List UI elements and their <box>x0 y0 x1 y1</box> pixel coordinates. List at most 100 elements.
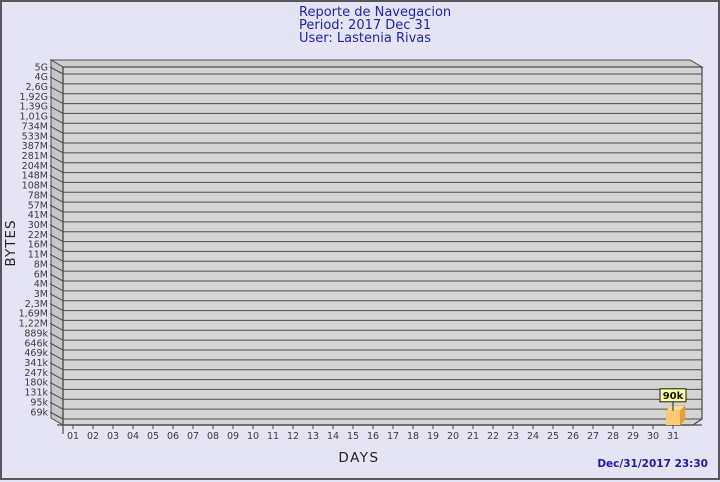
y-tick <box>49 273 64 282</box>
y-tick <box>49 194 64 203</box>
y-tick <box>49 352 64 361</box>
y-tick <box>49 155 64 164</box>
y-tick <box>49 303 64 312</box>
y-tick-label: 204M <box>22 161 48 172</box>
y-tick-label: 8M <box>34 259 48 270</box>
x-tick-label: 20 <box>447 431 459 442</box>
x-tick-label: 13 <box>307 431 319 442</box>
x-tick-label: 27 <box>587 431 599 442</box>
y-tick-label: 41M <box>28 210 48 221</box>
y-tick <box>49 312 64 321</box>
y-tick-label: 5G <box>35 62 48 73</box>
y-tick-label: 148M <box>22 171 48 182</box>
y-tick-label: 533M <box>22 131 48 142</box>
y-tick <box>49 135 64 144</box>
x-tick-label: 11 <box>267 431 279 442</box>
x-tick-label: 08 <box>207 431 219 442</box>
x-tick-label: 17 <box>387 431 399 442</box>
y-tick <box>49 411 64 420</box>
y-tick-label: 108M <box>22 181 48 192</box>
x-tick-label: 29 <box>627 431 639 442</box>
y-tick-label: 30M <box>28 220 48 231</box>
y-tick <box>49 204 64 213</box>
y-tick-label: 180k <box>24 378 48 389</box>
y-tick <box>49 96 64 105</box>
report-header: Reporte de Navegacion Period: 2017 Dec 3… <box>299 6 451 45</box>
y-tick <box>49 115 64 124</box>
report-period: Period: 2017 Dec 31 <box>299 18 432 33</box>
y-tick-label: 95k <box>30 397 48 408</box>
y-tick <box>49 401 64 410</box>
y-tick <box>49 253 64 262</box>
plot-front-face <box>62 66 703 426</box>
y-tick-label: 78M <box>28 190 48 201</box>
y-tick-label: 281M <box>22 151 48 162</box>
y-tick-label: 4M <box>34 279 48 290</box>
x-tick-label: 23 <box>507 431 519 442</box>
x-tick-label: 22 <box>487 431 499 442</box>
y-tick-label: 1,22M <box>19 319 48 330</box>
y-axis-title: BYTES <box>3 219 19 266</box>
y-tick-label: 387M <box>22 141 48 152</box>
y-tick <box>49 174 64 183</box>
y-tick <box>49 165 64 174</box>
y-tick <box>49 293 64 302</box>
x-tick-label: 26 <box>567 431 579 442</box>
x-tick-label: 31 <box>667 431 679 442</box>
x-tick-label: 02 <box>87 431 99 442</box>
y-tick-label: 1,92G <box>19 92 48 103</box>
x-tick-label: 25 <box>547 431 559 442</box>
y-tick-label: 889k <box>24 328 48 339</box>
x-tick-label: 15 <box>347 431 359 442</box>
x-tick-label: 05 <box>147 431 159 442</box>
y-tick <box>49 86 64 95</box>
x-tick-label: 07 <box>187 431 199 442</box>
y-tick-label: 2,3M <box>25 299 48 310</box>
y-tick <box>49 372 64 381</box>
y-tick <box>49 322 64 331</box>
y-tick <box>49 125 64 134</box>
x-tick-label: 10 <box>247 431 259 442</box>
y-tick <box>49 283 64 292</box>
y-tick-label: 16M <box>28 240 48 251</box>
y-tick <box>49 184 64 193</box>
y-tick <box>49 145 64 154</box>
x-tick-label: 24 <box>527 431 539 442</box>
bar <box>666 410 680 425</box>
y-tick <box>49 105 64 114</box>
y-tick <box>49 332 64 341</box>
report-title: Reporte de Navegacion <box>299 5 452 20</box>
generation-timestamp: Dec/31/2017 23:30 <box>597 458 708 470</box>
y-tick <box>49 342 64 351</box>
y-tick-label: 57M <box>28 200 48 211</box>
y-tick-label: 734M <box>22 121 48 132</box>
y-tick <box>49 391 64 400</box>
y-tick-label: 469k <box>24 348 48 359</box>
y-tick-label: 2,6G <box>26 82 48 93</box>
x-tick-label: 03 <box>107 431 119 442</box>
y-tick <box>49 234 64 243</box>
x-tick-label: 14 <box>327 431 339 442</box>
annotation-box <box>659 388 687 403</box>
y-tick-label: 3M <box>34 289 48 300</box>
y-tick <box>49 362 64 371</box>
y-tick-label: 1,69M <box>19 309 48 320</box>
y-tick-label: 69k <box>30 407 48 418</box>
y-tick-label: 6M <box>34 269 48 280</box>
y-tick-label: 247k <box>24 368 48 379</box>
x-tick-label: 18 <box>407 431 419 442</box>
y-tick-label: 11M <box>28 250 48 261</box>
y-tick <box>49 243 64 252</box>
y-tick-label: 22M <box>28 230 48 241</box>
y-tick <box>49 224 64 233</box>
x-tick-label: 19 <box>427 431 439 442</box>
x-tick-label: 04 <box>127 431 139 442</box>
y-tick-label: 4G <box>35 72 48 83</box>
x-tick-label: 16 <box>367 431 379 442</box>
y-tick-label: 341k <box>24 358 48 369</box>
y-tick <box>49 381 64 390</box>
y-tick <box>49 66 64 75</box>
annotation-label: 90k <box>663 391 684 402</box>
